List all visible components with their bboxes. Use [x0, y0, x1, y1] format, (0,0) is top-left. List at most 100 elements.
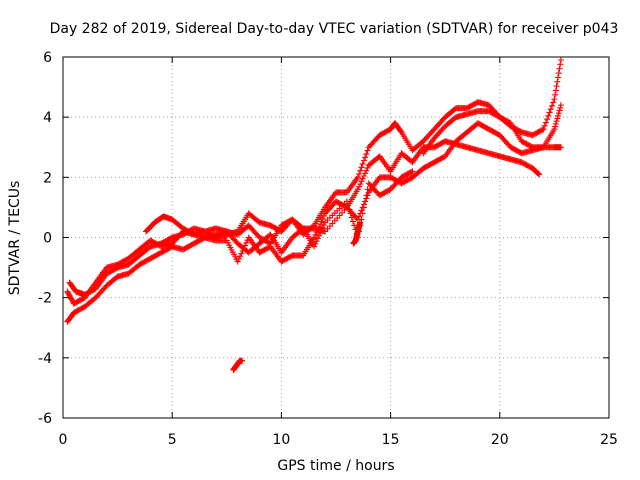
x-axis-label: GPS time / hours — [277, 458, 394, 474]
data-point — [555, 112, 562, 119]
data-point — [551, 96, 558, 103]
data-point — [535, 170, 542, 177]
data-point — [357, 181, 364, 188]
data-point — [311, 243, 318, 250]
data-point — [362, 170, 369, 177]
data-point — [552, 87, 559, 94]
data-point — [360, 204, 367, 211]
data-point — [354, 186, 361, 193]
y-tick-label: -2 — [38, 291, 52, 307]
y-axis-label: SDTVAR / TECUs — [7, 181, 23, 296]
data-point — [348, 214, 355, 221]
data-point — [357, 167, 364, 174]
x-tick-label: 0 — [59, 432, 68, 448]
data-point — [545, 112, 552, 119]
data-point — [314, 235, 321, 242]
data-point — [351, 222, 358, 229]
x-tick-label: 15 — [382, 432, 400, 448]
data-point — [356, 213, 363, 220]
data-point — [553, 118, 560, 125]
data-markers — [64, 57, 564, 373]
data-point — [555, 74, 562, 81]
data-point — [540, 126, 547, 133]
data-point — [551, 126, 558, 133]
data-point — [364, 164, 371, 171]
data-point — [536, 171, 543, 178]
data-point — [359, 175, 366, 182]
data-point — [318, 218, 325, 225]
grid-lines — [63, 57, 609, 418]
data-point — [553, 83, 560, 90]
y-tick-label: 6 — [43, 50, 52, 66]
y-tick-label: 2 — [43, 170, 52, 186]
data-point — [316, 232, 323, 239]
data-point — [556, 65, 563, 72]
data-point — [557, 102, 564, 109]
data-point — [318, 227, 325, 234]
x-tick-label: 25 — [600, 432, 618, 448]
data-point — [358, 216, 365, 223]
data-point — [409, 168, 416, 175]
data-point — [547, 106, 554, 113]
data-point — [312, 231, 319, 238]
y-tick-label: 4 — [43, 110, 52, 126]
data-point — [238, 250, 245, 257]
chart-title: Day 282 of 2019, Sidereal Day-to-day VTE… — [50, 21, 619, 37]
data-point — [356, 183, 363, 190]
data-point — [555, 70, 562, 77]
data-point — [554, 78, 561, 85]
data-point — [347, 210, 354, 217]
x-tick-labels: 0 5 10 15 20 25 — [59, 432, 618, 448]
data-point — [360, 172, 367, 179]
data-point — [312, 240, 319, 247]
data-point — [546, 109, 553, 116]
data-point — [363, 167, 370, 174]
data-point — [552, 91, 559, 98]
axis-ticks — [62, 56, 610, 419]
data-point — [359, 210, 366, 217]
x-tick-label: 20 — [491, 432, 509, 448]
data-point — [358, 164, 365, 171]
data-point — [349, 218, 356, 225]
data-point — [354, 174, 361, 181]
data-point — [556, 107, 563, 114]
data-point — [362, 198, 369, 205]
y-tick-labels: -6 -4 -2 0 2 4 6 — [38, 50, 52, 427]
data-point — [408, 168, 415, 175]
data-point — [317, 221, 324, 228]
data-point — [356, 170, 363, 177]
data-point — [360, 157, 367, 164]
data-point — [311, 234, 318, 241]
data-point — [550, 99, 557, 106]
data-point — [555, 110, 562, 117]
data-point — [235, 255, 242, 262]
x-tick-label: 5 — [168, 432, 177, 448]
data-point — [539, 126, 546, 133]
y-tick-label: 0 — [43, 231, 52, 247]
data-point — [552, 123, 559, 130]
data-point — [319, 215, 326, 222]
data-point — [362, 154, 369, 161]
data-point — [358, 178, 365, 185]
data-point — [346, 206, 353, 213]
data-point — [542, 119, 549, 126]
data-point — [359, 160, 366, 167]
data-point — [397, 128, 404, 135]
data-point — [541, 122, 548, 129]
data-point — [234, 258, 241, 265]
y-tick-label: -4 — [38, 351, 52, 367]
data-point — [343, 198, 350, 205]
data-point — [239, 357, 246, 364]
data-point — [237, 253, 244, 260]
data-point — [357, 219, 364, 226]
data-point — [313, 238, 320, 245]
data-point — [363, 192, 370, 199]
data-point — [557, 104, 564, 111]
x-tick-label: 10 — [272, 432, 290, 448]
data-point — [364, 147, 371, 154]
data-point — [364, 186, 371, 193]
data-point — [243, 239, 250, 246]
data-point — [557, 57, 564, 64]
